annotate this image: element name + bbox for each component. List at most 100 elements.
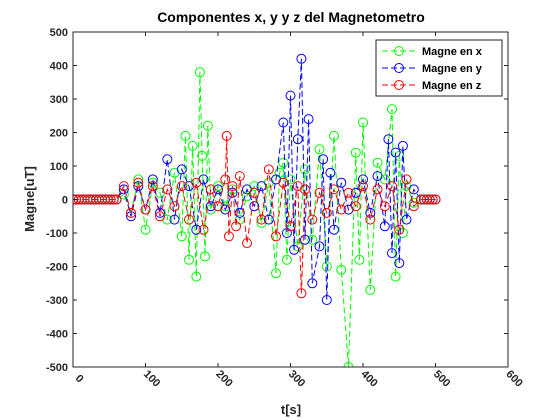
series-3-point (155, 211, 165, 222)
series-2-point (118, 184, 129, 195)
series-2-point (336, 177, 347, 188)
series-2-point (358, 174, 368, 185)
series-3-point (169, 201, 180, 212)
series-2-point (401, 214, 412, 225)
x-tick-label: 300 (286, 368, 307, 389)
series-1-point (336, 264, 347, 275)
series-3-point (176, 181, 187, 192)
series-3-point (118, 181, 129, 192)
series-3-point (111, 194, 122, 205)
series-3-point (387, 181, 397, 192)
x-tick-label: 100 (141, 368, 162, 389)
series-2-point (133, 181, 144, 192)
series-3-point (401, 174, 412, 185)
series-3-point (285, 221, 296, 232)
series-2-point (379, 221, 390, 232)
series-3-point (307, 214, 318, 225)
y-tick-label: -300 (46, 295, 68, 307)
series-1-point (202, 120, 213, 131)
series-1-point (191, 271, 202, 282)
series-2-point (383, 134, 394, 145)
series-1-point (350, 147, 361, 158)
series-2-point (300, 234, 310, 245)
series-1-point (292, 241, 303, 252)
y-tick-label: 300 (50, 94, 68, 106)
series-2-point (329, 224, 339, 235)
series-3-point (198, 224, 209, 235)
series-3-point (350, 201, 361, 212)
series-2-point (285, 90, 296, 101)
y-tick-label: 100 (50, 161, 68, 173)
x-tick-label: 0 (73, 372, 86, 385)
y-axis-label: Magne[uT] (22, 166, 37, 232)
series-2-point (314, 241, 325, 252)
series-2-point (147, 174, 158, 185)
legend-marker-3 (394, 80, 404, 90)
series-3-point (372, 184, 383, 195)
series-1-point (365, 284, 376, 295)
series-3-point (408, 201, 419, 212)
series-2-point (390, 147, 401, 158)
series-1-point (278, 157, 289, 168)
y-tick-label: -400 (46, 329, 68, 341)
series-2-point (289, 244, 300, 255)
legend: Magne en x Magne en y Magne en z (375, 39, 503, 97)
series-layer (73, 53, 441, 367)
series-3-point (365, 214, 376, 225)
series-1-point (140, 224, 151, 235)
series-3-point (126, 207, 136, 218)
series-3-point (271, 231, 281, 242)
series-2-point (397, 140, 408, 151)
legend-marker-1 (394, 46, 404, 56)
series-1-point (329, 130, 339, 141)
y-tick-label: 400 (50, 61, 68, 73)
y-tick-label: -100 (46, 228, 68, 240)
series-3-point (263, 164, 274, 175)
series-3-point (278, 177, 289, 188)
series-3-point (227, 181, 238, 192)
series-1-point (271, 268, 281, 279)
series-2-point (263, 214, 274, 225)
series-1-point (343, 362, 354, 367)
series-1-point (390, 271, 401, 282)
series-3-point (296, 288, 307, 299)
series-2-point (278, 117, 289, 128)
y-tick-label: -500 (46, 362, 68, 374)
x-tick-label: 200 (213, 368, 234, 389)
series-1-point (200, 251, 210, 262)
series-1-point (307, 234, 318, 245)
series-1-point (314, 144, 325, 155)
series-1-point (180, 130, 191, 141)
series-3-point (162, 184, 173, 195)
series-3-point (427, 194, 438, 205)
x-tick-label: 600 (503, 368, 524, 389)
legend-label-2: Magne en y (422, 63, 483, 75)
series-2-point (155, 207, 165, 218)
series-1-point (358, 117, 368, 128)
series-2-point (325, 167, 336, 178)
series-2-point (318, 154, 329, 165)
y-tick-label: 0 (62, 195, 68, 207)
series-2-point (292, 134, 303, 145)
series-3-point (256, 214, 267, 225)
series-1-point (187, 140, 198, 151)
series-3-point (184, 214, 194, 225)
y-tick-label: -200 (46, 262, 68, 274)
series-1-point (354, 254, 365, 265)
series-2-point (205, 201, 216, 212)
series-1-point (372, 157, 383, 168)
series-3-point (105, 194, 116, 205)
series-2-point (249, 201, 260, 212)
series-2-point (169, 214, 180, 225)
series-3-point (213, 201, 223, 212)
series-2-point (162, 154, 173, 165)
series-3-point (321, 207, 332, 218)
legend-marker-2 (394, 63, 404, 73)
series-3-point (191, 177, 202, 188)
legend-label-3: Magne en z (422, 80, 482, 92)
series-2-point (296, 53, 307, 64)
x-tick-label: 500 (431, 368, 452, 389)
series-1-point (281, 254, 292, 265)
